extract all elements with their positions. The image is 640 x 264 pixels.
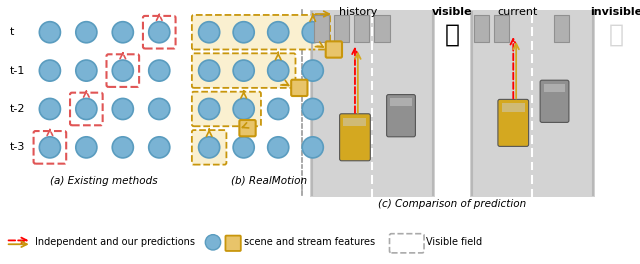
Circle shape [76,22,97,43]
Circle shape [302,22,323,43]
Circle shape [302,98,323,120]
Text: t-1: t-1 [10,65,25,76]
Circle shape [76,137,97,158]
FancyBboxPatch shape [291,80,307,96]
Circle shape [112,98,133,120]
Circle shape [39,98,60,120]
Bar [474,15,489,42]
Circle shape [268,98,289,120]
FancyBboxPatch shape [390,234,424,253]
Circle shape [112,60,133,81]
Bar [390,98,412,106]
Text: (c) Comparison of prediction: (c) Comparison of prediction [378,199,526,209]
Text: scene and stream features: scene and stream features [244,237,375,247]
Circle shape [76,60,97,81]
Text: Independent and our predictions: Independent and our predictions [35,237,195,247]
Circle shape [268,137,289,158]
FancyBboxPatch shape [192,15,330,49]
Circle shape [233,60,254,81]
FancyBboxPatch shape [540,80,569,122]
Bar [314,15,329,42]
Circle shape [233,22,254,43]
Text: history: history [339,7,377,17]
FancyBboxPatch shape [192,53,296,88]
Text: current: current [498,7,538,17]
Text: visible: visible [431,7,472,17]
Circle shape [302,137,323,158]
Bar [544,84,565,92]
FancyBboxPatch shape [387,95,415,137]
Circle shape [233,137,254,158]
Bar [310,10,435,197]
Text: Visible field: Visible field [426,237,482,247]
Circle shape [233,98,254,120]
Circle shape [39,137,60,158]
Text: 🚶: 🚶 [609,23,623,47]
Text: t-2: t-2 [10,104,25,114]
Bar [470,10,595,197]
Circle shape [112,137,133,158]
Text: t-3: t-3 [10,142,25,152]
Circle shape [148,137,170,158]
Circle shape [198,22,220,43]
Circle shape [198,60,220,81]
Circle shape [148,60,170,81]
Bar [354,15,369,42]
Circle shape [39,60,60,81]
Circle shape [268,60,289,81]
FancyBboxPatch shape [192,92,261,126]
FancyBboxPatch shape [192,130,227,165]
FancyBboxPatch shape [498,99,529,147]
Circle shape [148,98,170,120]
Bar [334,15,349,42]
Text: (b) RealMotion: (b) RealMotion [230,176,307,186]
FancyBboxPatch shape [239,120,255,136]
Circle shape [39,22,60,43]
Circle shape [205,235,221,250]
Bar [374,15,390,42]
FancyBboxPatch shape [225,235,241,251]
Circle shape [148,22,170,43]
Circle shape [198,98,220,120]
Text: 🚶: 🚶 [444,23,460,47]
Bar [502,103,525,112]
Text: invisible: invisible [590,7,640,17]
Bar [554,15,569,42]
Circle shape [302,60,323,81]
Circle shape [198,137,220,158]
Bar [344,117,367,126]
Circle shape [268,22,289,43]
Text: (a) Existing methods: (a) Existing methods [50,176,157,186]
Circle shape [76,98,97,120]
Circle shape [112,22,133,43]
FancyBboxPatch shape [340,114,371,161]
Text: t: t [10,27,14,37]
FancyBboxPatch shape [326,41,342,58]
Bar [494,15,509,42]
